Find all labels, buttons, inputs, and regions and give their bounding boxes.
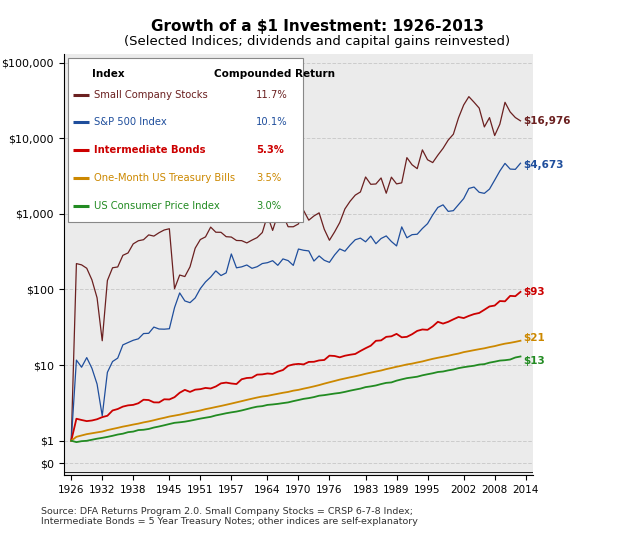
Text: 10.1%: 10.1% xyxy=(256,117,288,127)
Text: Small Company Stocks: Small Company Stocks xyxy=(94,90,208,99)
Text: Compounded Return: Compounded Return xyxy=(214,69,335,79)
Text: 5.3%: 5.3% xyxy=(256,145,284,155)
Text: $16,976: $16,976 xyxy=(523,116,571,126)
Text: US Consumer Price Index: US Consumer Price Index xyxy=(94,201,220,211)
Text: 3.5%: 3.5% xyxy=(256,173,281,183)
Text: Index: Index xyxy=(91,69,124,79)
Text: Source: DFA Returns Program 2.0. Small Company Stocks = CRSP 6-7-8 Index;
Interm: Source: DFA Returns Program 2.0. Small C… xyxy=(41,507,418,526)
Text: Intermediate Bonds: Intermediate Bonds xyxy=(94,145,206,155)
Text: $21: $21 xyxy=(523,333,545,343)
Text: Growth of a $1 Investment: 1926-2013: Growth of a $1 Investment: 1926-2013 xyxy=(151,19,484,34)
Text: $4,673: $4,673 xyxy=(523,160,564,170)
Text: $93: $93 xyxy=(523,287,545,297)
Text: One-Month US Treasury Bills: One-Month US Treasury Bills xyxy=(94,173,235,183)
Text: S&P 500 Index: S&P 500 Index xyxy=(94,117,167,127)
Text: $13: $13 xyxy=(523,355,545,366)
Text: 11.7%: 11.7% xyxy=(256,90,288,99)
Text: (Selected Indices; dividends and capital gains reinvested): (Selected Indices; dividends and capital… xyxy=(124,35,511,48)
FancyBboxPatch shape xyxy=(68,58,303,222)
Text: 3.0%: 3.0% xyxy=(256,201,281,211)
